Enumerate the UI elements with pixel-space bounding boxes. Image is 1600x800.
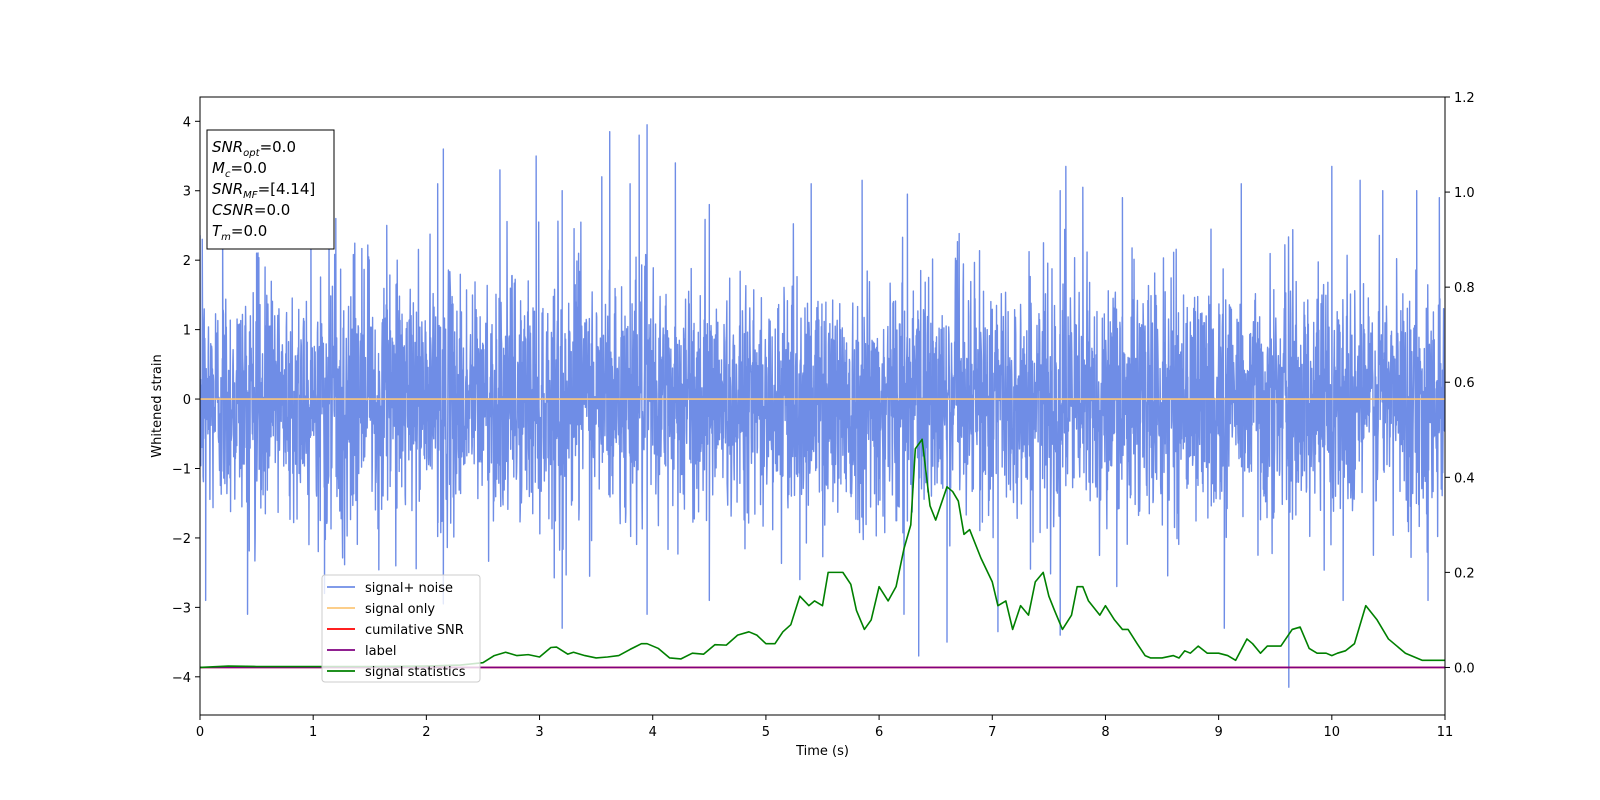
y-tick-label: 2 bbox=[183, 254, 191, 269]
x-tick-label: 11 bbox=[1437, 725, 1454, 740]
annotation-line: Tm=0.0 bbox=[212, 222, 267, 243]
x-tick-label: 7 bbox=[988, 725, 996, 740]
x-tick-label: 10 bbox=[1324, 725, 1341, 740]
x-axis: 0 1 2 3 4 5 6 7 8 9 10 11 bbox=[196, 715, 1453, 740]
x-tick-label: 8 bbox=[1101, 725, 1109, 740]
y2-tick-label: 0.0 bbox=[1454, 661, 1475, 676]
x-tick-label: 2 bbox=[422, 725, 430, 740]
y-tick-label: 0 bbox=[183, 393, 191, 408]
y-axis-label: Whitened strain bbox=[150, 354, 165, 457]
y2-tick-label: 0.6 bbox=[1454, 376, 1475, 391]
x-axis-label: Time (s) bbox=[795, 744, 849, 759]
annotation-line: Mc=0.0 bbox=[212, 159, 267, 180]
y2-tick-label: 0.2 bbox=[1454, 566, 1475, 581]
y-tick-label: −2 bbox=[172, 532, 191, 547]
y2-tick-label: 0.8 bbox=[1454, 281, 1475, 296]
x-tick-label: 6 bbox=[875, 725, 883, 740]
annotation-line: SNRMF=[4.14] bbox=[212, 180, 315, 201]
x-tick-label: 0 bbox=[196, 725, 204, 740]
y-tick-label: 1 bbox=[183, 324, 191, 339]
y2-tick-label: 1.0 bbox=[1454, 186, 1475, 201]
legend: signal+ noise signal only cumilative SNR la… bbox=[321, 574, 481, 683]
y-tick-label: −3 bbox=[172, 601, 191, 616]
y-axis-left: 4 3 2 1 0 −1 −2 −3 −4 bbox=[172, 115, 200, 686]
x-tick-label: 5 bbox=[762, 725, 770, 740]
x-tick-label: 9 bbox=[1214, 725, 1222, 740]
legend-frame bbox=[321, 574, 481, 683]
axes-frame bbox=[199, 96, 1446, 716]
legend-label: label bbox=[365, 644, 396, 659]
x-tick-label: 1 bbox=[309, 725, 317, 740]
series-line-signal-statistics bbox=[200, 438, 1445, 669]
y-tick-label: 4 bbox=[183, 115, 191, 130]
legend-label: cumilative SNR bbox=[365, 623, 464, 638]
annotation-line: SNRopt=0.0 bbox=[212, 138, 296, 159]
y-tick-label: −4 bbox=[172, 671, 191, 686]
x-tick-label: 4 bbox=[649, 725, 657, 740]
y-axis-right: 1.2 1.0 0.8 0.6 0.4 0.2 0.0 bbox=[1445, 91, 1475, 676]
y-tick-label: 3 bbox=[183, 185, 191, 200]
annotation-line: CSNR=0.0 bbox=[212, 201, 290, 219]
series-line-signal-noise bbox=[200, 124, 1445, 688]
y-tick-label: −1 bbox=[172, 462, 191, 477]
legend-label: signal+ noise bbox=[365, 581, 453, 596]
legend-label: signal only bbox=[365, 602, 435, 617]
y2-tick-label: 0.4 bbox=[1454, 471, 1475, 486]
legend-label: signal statistics bbox=[365, 665, 466, 680]
y2-tick-label: 1.2 bbox=[1454, 91, 1475, 106]
annotation-frame bbox=[206, 129, 335, 250]
x-tick-label: 3 bbox=[535, 725, 543, 740]
